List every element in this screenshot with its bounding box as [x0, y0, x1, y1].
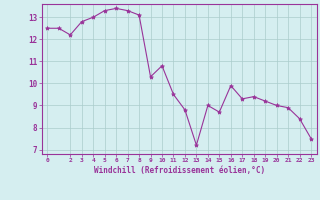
X-axis label: Windchill (Refroidissement éolien,°C): Windchill (Refroidissement éolien,°C)	[94, 166, 265, 175]
